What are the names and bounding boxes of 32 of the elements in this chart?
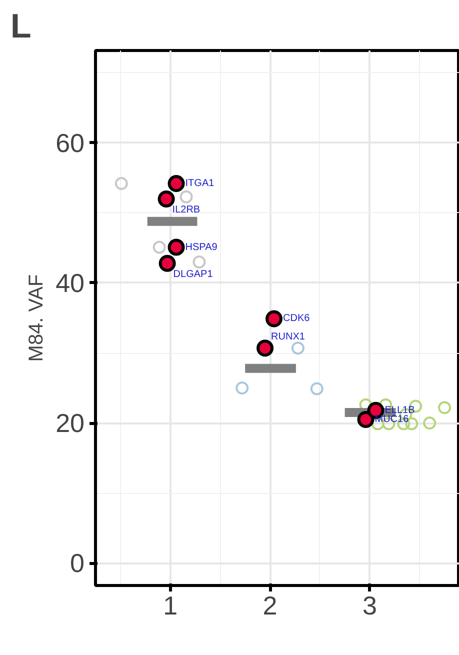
chart-title: L bbox=[10, 8, 32, 46]
point bbox=[291, 342, 304, 355]
annotation: RUNX1 bbox=[271, 332, 306, 343]
point bbox=[256, 340, 274, 357]
x-tick-label: 1 bbox=[163, 590, 178, 620]
point bbox=[310, 382, 324, 396]
point bbox=[423, 416, 436, 430]
point bbox=[180, 190, 193, 204]
point bbox=[236, 382, 249, 395]
annotation: DLGAP1 bbox=[173, 268, 214, 280]
point bbox=[114, 177, 128, 190]
point bbox=[158, 190, 175, 208]
point bbox=[168, 175, 185, 192]
point bbox=[357, 411, 374, 428]
y-axis-title: M84. VAF bbox=[26, 274, 48, 362]
y-tick-label: 0 bbox=[70, 548, 85, 578]
annotation: CDK6 bbox=[283, 313, 310, 324]
point bbox=[438, 401, 452, 414]
annotation: HSPA9 bbox=[185, 242, 218, 253]
annotation: MUC16 bbox=[374, 414, 410, 426]
y-tick-label: 60 bbox=[56, 128, 84, 158]
annotation: ITGA1 bbox=[185, 178, 215, 190]
point bbox=[192, 255, 206, 268]
point bbox=[158, 254, 176, 272]
y-tick-label: 20 bbox=[56, 408, 84, 438]
x-tick-label: 3 bbox=[362, 590, 377, 620]
point bbox=[168, 238, 185, 256]
annotation: IL2RB bbox=[172, 204, 200, 216]
point bbox=[152, 240, 166, 254]
point bbox=[266, 310, 283, 328]
x-tick-label: 2 bbox=[262, 590, 278, 620]
y-tick-label: 40 bbox=[56, 268, 84, 298]
